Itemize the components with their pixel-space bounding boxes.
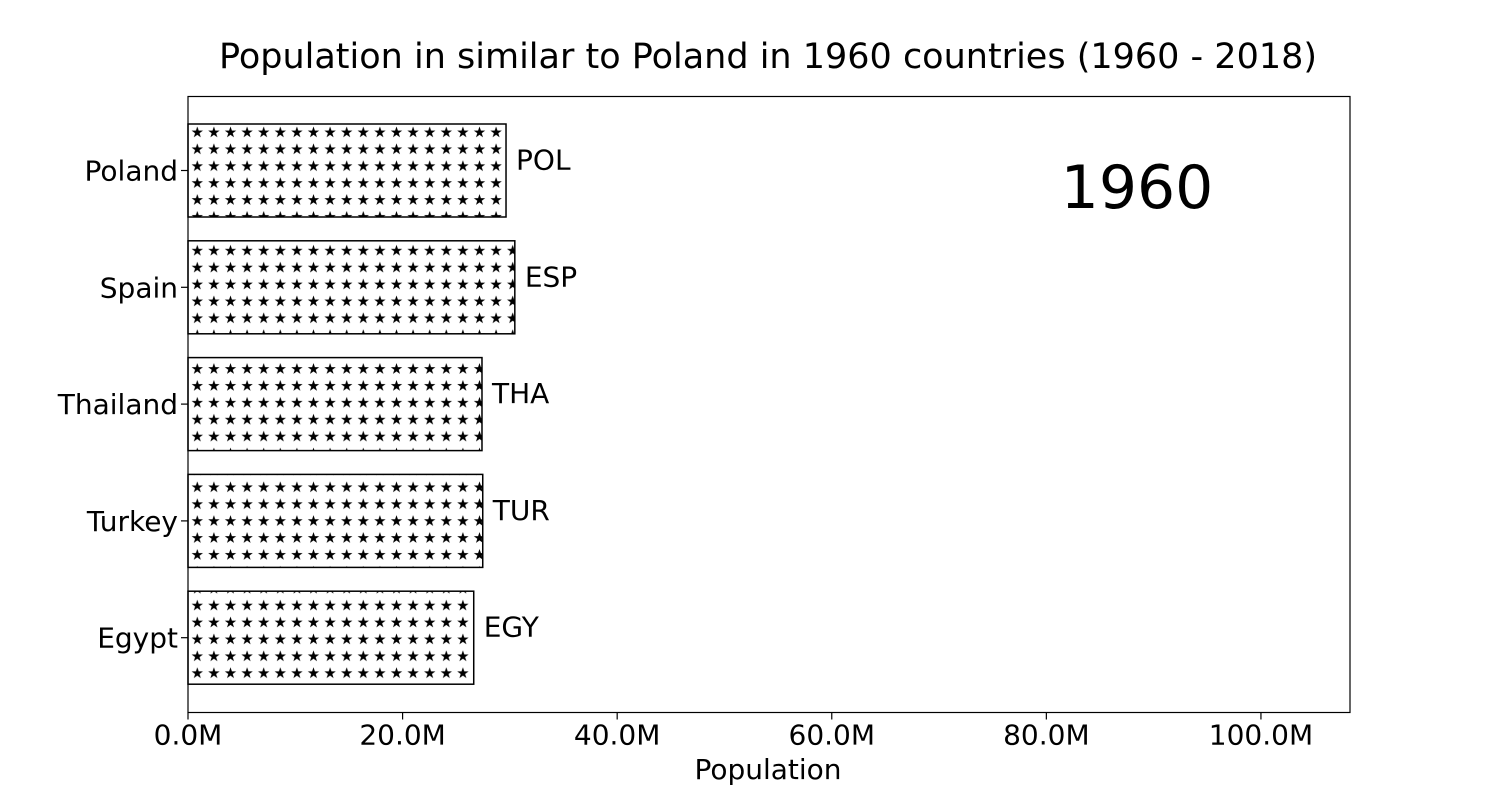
- bar-turkey: [187, 473, 484, 569]
- bar-spain: [187, 240, 516, 335]
- y-tick-label: Egypt: [97, 622, 178, 655]
- y-tick-label: Spain: [100, 271, 178, 304]
- x-tick-label: 60.0M: [789, 719, 876, 752]
- x-axis-label: Population: [694, 753, 841, 786]
- bar-label: THA: [491, 377, 549, 410]
- year-annotation: 1960: [1061, 153, 1214, 223]
- y-tick-label: Turkey: [86, 505, 178, 538]
- plot-frame: [187, 95, 1351, 714]
- x-tick-label: 0.0M: [154, 719, 223, 752]
- bar-poland: [187, 123, 507, 218]
- x-tick-label: 100.0M: [1209, 719, 1313, 752]
- labels-layer: Poland POL Spain ESP Thailand THA Turkey TUR Egy…: [57, 144, 577, 655]
- bar-label: ESP: [525, 260, 577, 293]
- bar-label: POL: [516, 144, 571, 177]
- x-tick-label: 40.0M: [574, 719, 661, 752]
- bar-label: EGY: [484, 611, 540, 644]
- bar-label: TUR: [492, 494, 550, 527]
- bars-layer: [187, 123, 516, 685]
- x-tick-label: 20.0M: [359, 719, 446, 752]
- bar-egypt: [187, 590, 475, 685]
- y-tick-label: Poland: [85, 155, 178, 188]
- chart-title: Population in similar to Poland in 1960 …: [219, 37, 1317, 77]
- x-tick-label: 80.0M: [1003, 719, 1090, 752]
- bar-thailand: [187, 356, 483, 452]
- y-tick-label: Thailand: [57, 388, 178, 421]
- ticks-layer: 0.0M 20.0M 40.0M 60.0M 80.0M 100.0M: [154, 169, 1313, 752]
